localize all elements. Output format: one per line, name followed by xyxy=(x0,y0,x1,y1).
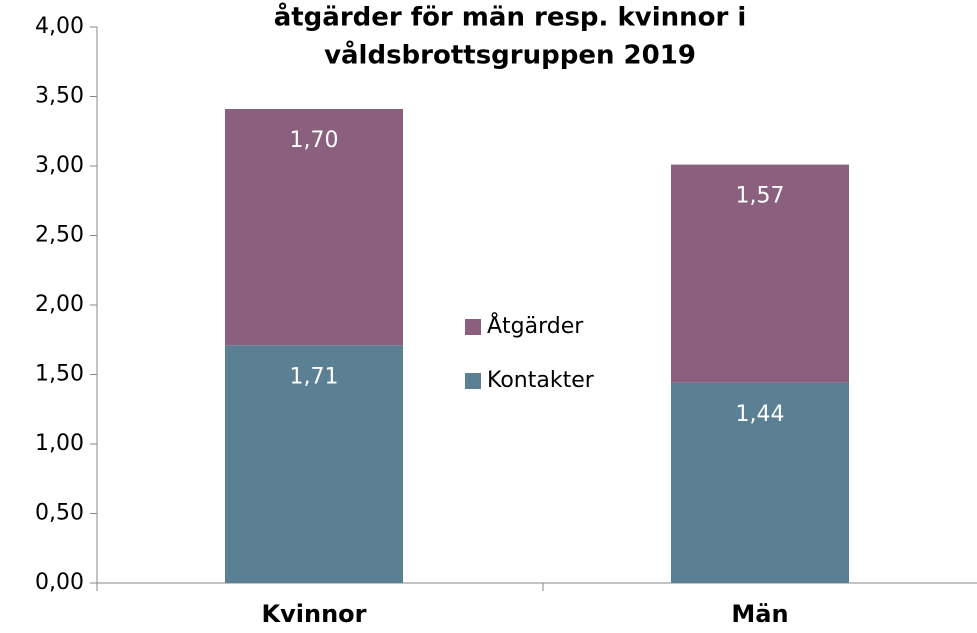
y-tick-label: 0,00 xyxy=(35,570,84,595)
bar-segment xyxy=(671,164,849,383)
bar-segment xyxy=(225,345,403,583)
y-tick-label: 2,50 xyxy=(35,223,84,248)
legend-swatch xyxy=(465,319,481,335)
y-tick-label: 3,00 xyxy=(35,153,84,178)
chart-title: åtgärder för män resp. kvinnor i xyxy=(274,1,747,33)
x-tick-label: Män xyxy=(731,600,788,628)
y-tick-label: 1,50 xyxy=(35,362,84,387)
legend-label: Åtgärder xyxy=(487,312,584,339)
y-tick-label: 3,50 xyxy=(35,84,84,109)
legend-label: Kontakter xyxy=(487,368,595,393)
x-tick-label: Kvinnor xyxy=(262,600,367,628)
data-label: 1,44 xyxy=(736,402,785,427)
bar-segment xyxy=(225,109,403,346)
data-label: 1,70 xyxy=(290,128,339,153)
legend-swatch xyxy=(465,373,481,389)
bar-segment xyxy=(671,382,849,583)
y-tick-label: 0,50 xyxy=(35,501,84,526)
chart-title: våldsbrottsgruppen 2019 xyxy=(324,39,696,71)
data-label: 1,57 xyxy=(736,184,785,209)
y-tick-label: 1,00 xyxy=(35,431,84,456)
data-label: 1,71 xyxy=(290,364,339,389)
y-tick-label: 2,00 xyxy=(35,292,84,317)
y-tick-label: 4,00 xyxy=(35,14,84,39)
